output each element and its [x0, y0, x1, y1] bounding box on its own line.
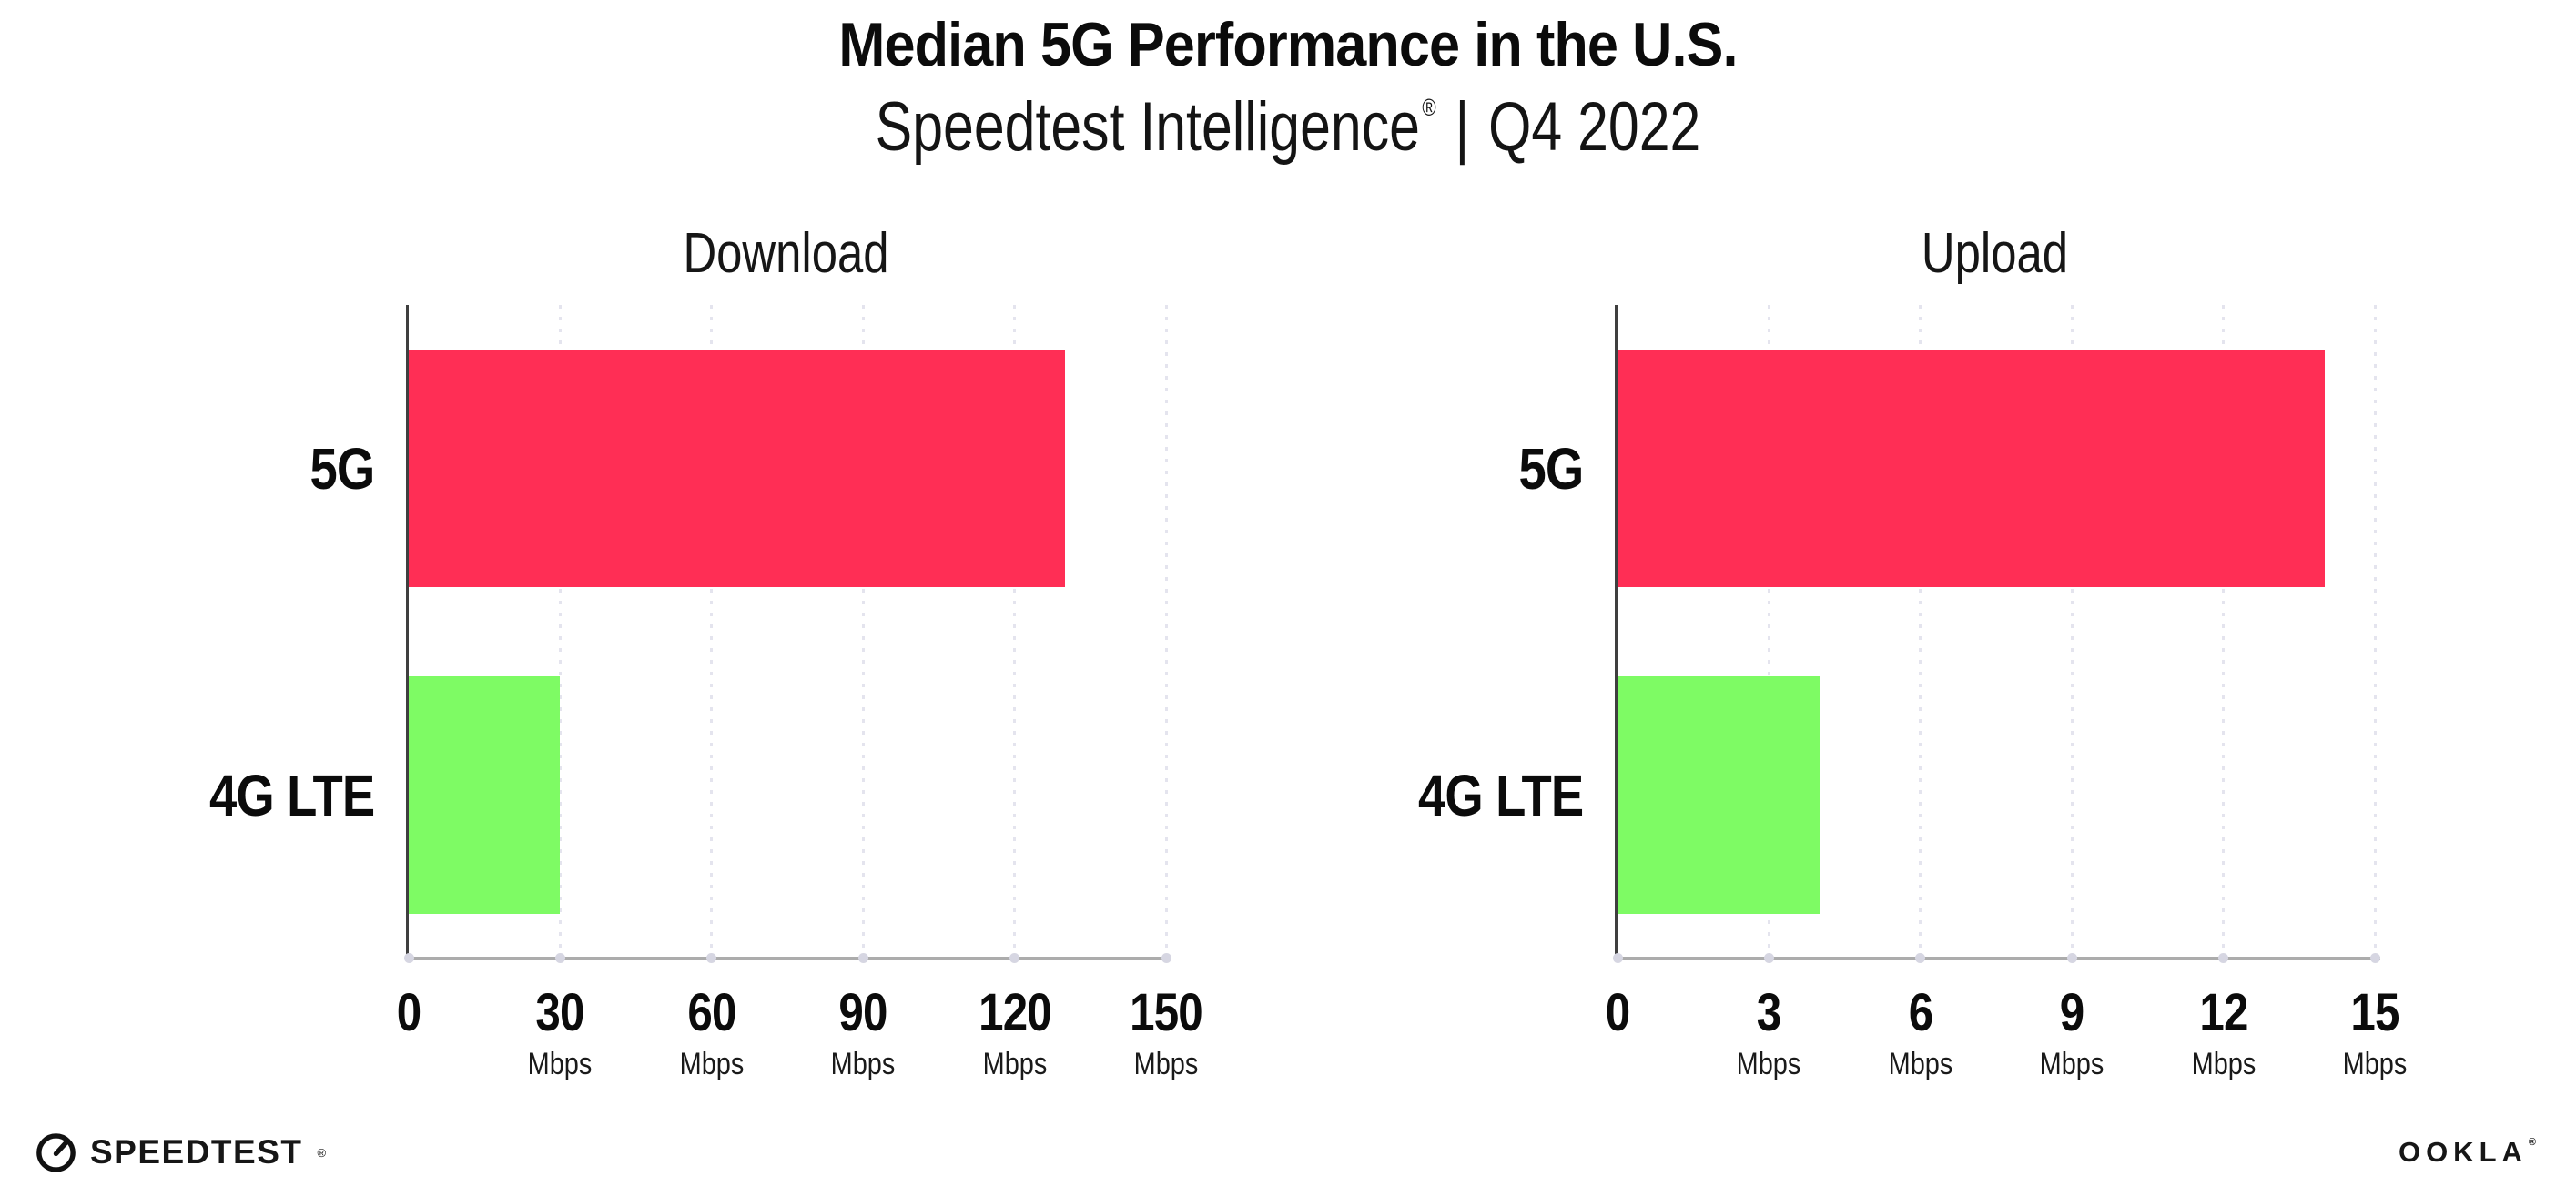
axis-tick-dot — [403, 953, 414, 963]
subtitle-separator: | — [1455, 88, 1470, 166]
gridline — [710, 305, 714, 959]
chart-panel-upload: Upload 0 3 Mbps 6 Mbps 9 Mbps 12 Mbps 15 Mbps 5G 4G L… — [1418, 218, 2408, 1081]
category-label-4g-lte: 4G LTE — [1417, 763, 1584, 828]
registered-mark-icon: ® — [1422, 94, 1436, 121]
bar-4g-lte — [409, 676, 561, 914]
footer: SPEEDTEST ® OOKLA® — [35, 1124, 2541, 1181]
category-label-5g: 5G — [309, 436, 375, 502]
category-label-4g-lte: 4G LTE — [208, 763, 375, 828]
gridline — [1164, 305, 1168, 959]
x-tick-label: 9 — [2059, 983, 2084, 1042]
category-label-5g: 5G — [1518, 436, 1584, 502]
ookla-wordmark: OOKLA — [2398, 1136, 2528, 1168]
chart-panel-download: Download 0 30 Mbps 60 Mbps 90 Mbps 120 Mbps 150 Mbp… — [209, 218, 1203, 1081]
x-tick-unit: Mbps — [2039, 1047, 2104, 1081]
speedtest-wordmark: SPEEDTEST — [90, 1133, 303, 1171]
gridline — [2373, 305, 2377, 959]
subtitle-period: Q4 2022 — [1488, 88, 1701, 166]
gridline — [1919, 305, 1922, 959]
axis-tick-dot — [554, 953, 565, 963]
gridline — [2222, 305, 2226, 959]
x-tick-label: 120 — [978, 983, 1052, 1042]
x-tick-unit: Mbps — [1133, 1047, 1199, 1081]
ookla-logo: OOKLA® — [2399, 1136, 2541, 1169]
x-tick: 30 Mbps — [522, 982, 598, 1082]
gridline — [1767, 305, 1770, 959]
x-tick: 6 Mbps — [1882, 982, 1958, 1082]
axis-tick-dot — [2066, 953, 2077, 963]
axis-tick-dot — [1161, 953, 1171, 963]
axis-tick-dot — [2218, 953, 2229, 963]
ookla-registered-icon: ® — [2528, 1137, 2541, 1148]
x-tick-unit: Mbps — [528, 1047, 593, 1081]
x-tick: 0 — [394, 982, 422, 1043]
page-subtitle: Speedtest Intelligence® | Q4 2022 — [258, 87, 2318, 167]
x-tick: 0 — [1603, 982, 1631, 1043]
x-tick-unit: Mbps — [1888, 1047, 1953, 1081]
x-axis — [1615, 957, 2380, 960]
x-tick-unit: Mbps — [1737, 1047, 1801, 1081]
x-tick-label: 6 — [1908, 983, 1933, 1042]
x-tick-unit: Mbps — [2191, 1047, 2256, 1081]
x-tick: 150 Mbps — [1123, 982, 1209, 1082]
gridline — [2070, 305, 2074, 959]
axis-tick-dot — [1612, 953, 1623, 963]
gridline — [1013, 305, 1017, 959]
x-tick-label: 3 — [1757, 983, 1781, 1042]
axis-tick-dot — [1915, 953, 1926, 963]
bar-4g-lte — [1618, 676, 1820, 914]
axis-tick-dot — [857, 953, 868, 963]
plot-area: 0 3 Mbps 6 Mbps 9 Mbps 12 Mbps 15 Mbps 5G 4G LTE — [1418, 305, 2407, 1081]
x-tick-label: 150 — [1130, 983, 1203, 1042]
x-tick: 9 Mbps — [2034, 982, 2110, 1082]
x-tick-label: 60 — [687, 983, 736, 1042]
x-tick: 90 Mbps — [826, 982, 901, 1082]
plot-area: 0 30 Mbps 60 Mbps 90 Mbps 120 Mbps 150 Mbps 5G 4G LT… — [209, 305, 1203, 1081]
axis-tick-dot — [1009, 953, 1020, 963]
page-title: Median 5G Performance in the U.S. — [838, 10, 1738, 79]
x-tick-label: 30 — [535, 983, 585, 1042]
x-tick-label: 12 — [2199, 983, 2248, 1042]
axis-tick-dot — [706, 953, 717, 963]
axis-tick-dot — [1763, 953, 1774, 963]
chart-title: Upload — [1921, 222, 2069, 285]
x-tick: 120 Mbps — [972, 982, 1058, 1082]
x-tick-unit: Mbps — [830, 1047, 896, 1081]
gridline — [558, 305, 562, 959]
bar-5g — [409, 350, 1066, 587]
gridline — [861, 305, 865, 959]
subtitle-brand: Speedtest Intelligence — [875, 88, 1420, 166]
chart-title: Download — [683, 222, 889, 285]
x-axis — [406, 957, 1171, 960]
x-tick-unit: Mbps — [2342, 1047, 2408, 1081]
gauge-icon — [36, 1132, 76, 1172]
header: Median 5G Performance in the U.S. Speedt… — [0, 9, 2576, 167]
x-tick-unit: Mbps — [982, 1047, 1047, 1081]
x-tick: 15 Mbps — [2337, 982, 2412, 1082]
speedtest-registered-icon: ® — [317, 1145, 327, 1160]
x-tick: 3 Mbps — [1731, 982, 1807, 1082]
x-tick-label: 0 — [396, 983, 421, 1042]
x-tick-label: 0 — [1605, 983, 1630, 1042]
x-tick-label: 90 — [838, 983, 888, 1042]
speedtest-logo: SPEEDTEST ® — [35, 1131, 326, 1174]
x-tick: 12 Mbps — [2186, 982, 2261, 1082]
x-tick-unit: Mbps — [679, 1047, 745, 1081]
x-tick-label: 15 — [2350, 983, 2399, 1042]
x-tick: 60 Mbps — [674, 982, 749, 1082]
axis-tick-dot — [2369, 953, 2380, 963]
bar-5g — [1618, 350, 2325, 587]
